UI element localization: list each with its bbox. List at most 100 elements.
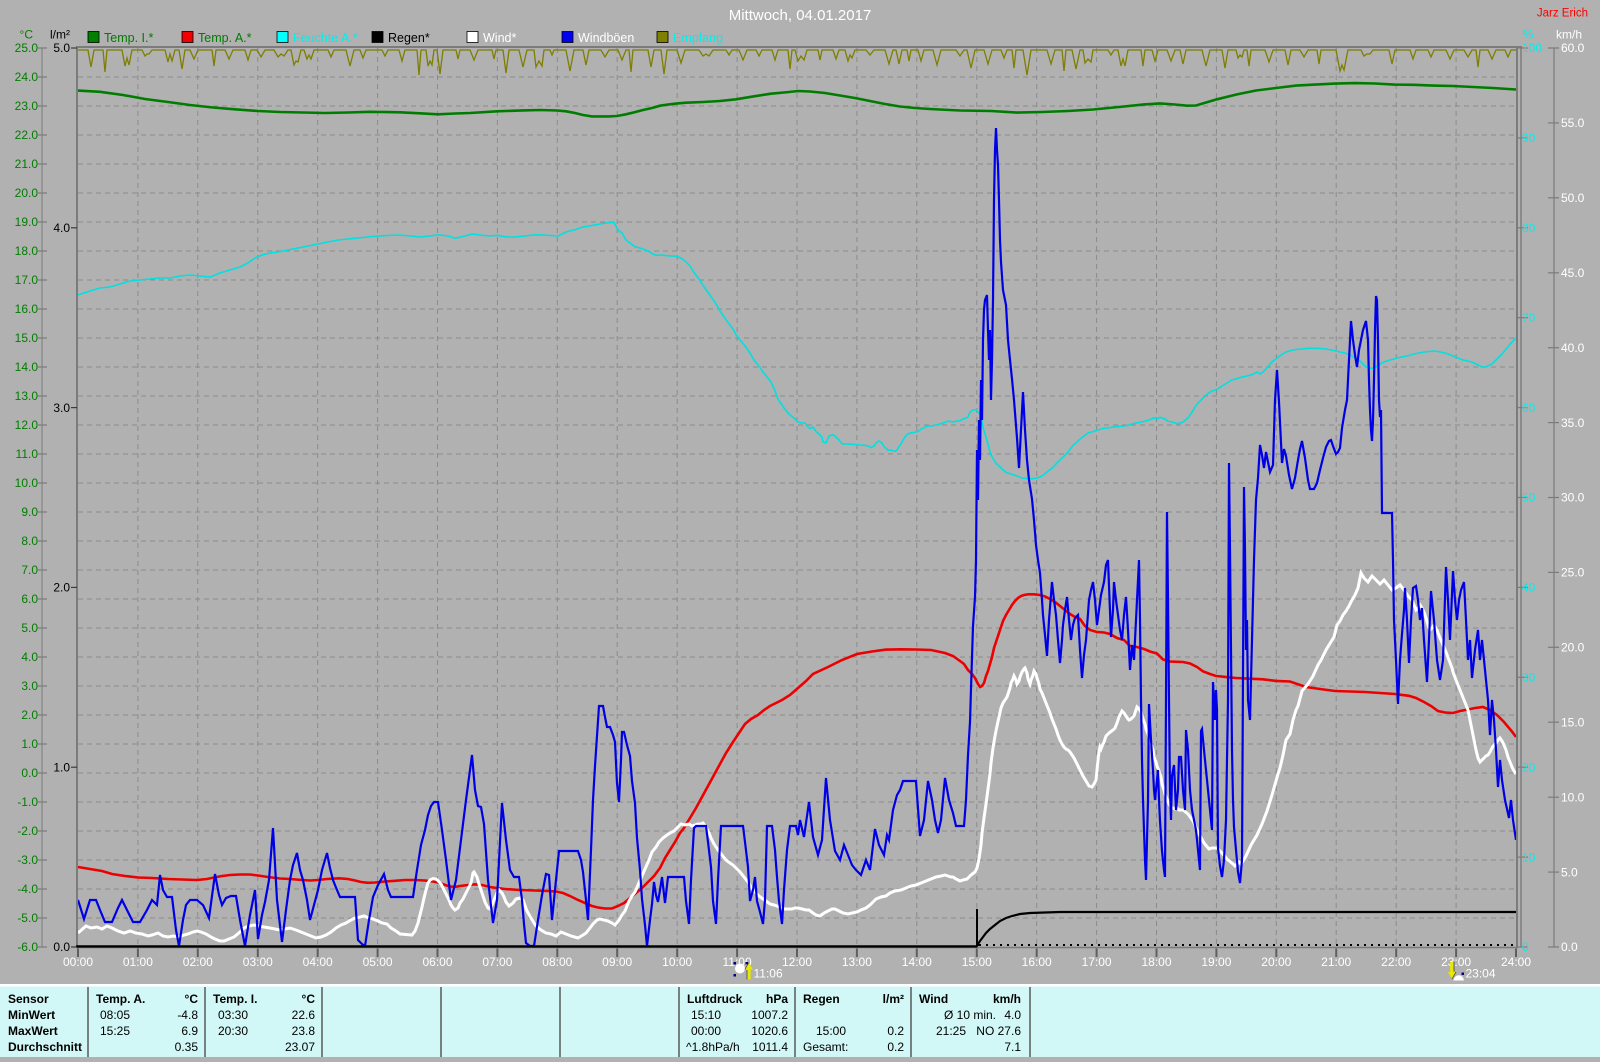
svg-text:13:00: 13:00 xyxy=(842,955,872,969)
svg-text:MaxWert: MaxWert xyxy=(8,1024,58,1038)
svg-text:12.0: 12.0 xyxy=(15,418,39,432)
svg-text:20.0: 20.0 xyxy=(15,186,39,200)
svg-text:Temp. A.*: Temp. A.* xyxy=(198,31,252,45)
svg-text:2.0: 2.0 xyxy=(53,581,70,595)
svg-text:30: 30 xyxy=(1522,671,1536,685)
svg-text:24:00: 24:00 xyxy=(1501,955,1531,969)
svg-text:0.35: 0.35 xyxy=(175,1040,199,1054)
svg-text:55.0: 55.0 xyxy=(1561,116,1585,130)
svg-text:3.0: 3.0 xyxy=(53,401,70,415)
svg-text:0.2: 0.2 xyxy=(887,1040,904,1054)
svg-text:16:00: 16:00 xyxy=(1022,955,1052,969)
svg-text:23:00: 23:00 xyxy=(1441,955,1471,969)
svg-text:07:00: 07:00 xyxy=(482,955,512,969)
svg-text:Windböen: Windböen xyxy=(578,31,634,45)
svg-text:12:00: 12:00 xyxy=(782,955,812,969)
svg-text:-4.8: -4.8 xyxy=(177,1008,198,1022)
svg-text:15:10: 15:10 xyxy=(691,1008,721,1022)
svg-text:25.0: 25.0 xyxy=(1561,566,1585,580)
svg-text:18:00: 18:00 xyxy=(1141,955,1171,969)
svg-text:11:00: 11:00 xyxy=(723,955,752,969)
svg-text:20.0: 20.0 xyxy=(1561,641,1585,655)
svg-text:05:00: 05:00 xyxy=(363,955,393,969)
svg-text:km/h: km/h xyxy=(993,992,1021,1006)
svg-text:60.0: 60.0 xyxy=(1561,41,1585,55)
svg-text:70: 70 xyxy=(1522,311,1536,325)
svg-text:18.0: 18.0 xyxy=(15,244,39,258)
svg-text:10.0: 10.0 xyxy=(1561,790,1585,804)
svg-text:Temp. I.*: Temp. I.* xyxy=(104,31,153,45)
svg-text:24.0: 24.0 xyxy=(15,70,39,84)
svg-text:0.0: 0.0 xyxy=(1561,940,1578,954)
svg-text:Gesamt:: Gesamt: xyxy=(803,1040,848,1054)
svg-text:15.0: 15.0 xyxy=(15,331,39,345)
svg-text:6.0: 6.0 xyxy=(21,592,38,606)
svg-text:Regen*: Regen* xyxy=(388,31,430,45)
svg-text:5.0: 5.0 xyxy=(53,41,70,55)
svg-text:21:00: 21:00 xyxy=(1321,955,1351,969)
svg-text:04:00: 04:00 xyxy=(303,955,333,969)
svg-text:2.0: 2.0 xyxy=(21,708,38,722)
svg-text:100: 100 xyxy=(1522,41,1542,55)
svg-text:50.0: 50.0 xyxy=(1561,191,1585,205)
svg-text:16.0: 16.0 xyxy=(15,302,39,316)
svg-text:1.0: 1.0 xyxy=(21,737,38,751)
svg-text:40.0: 40.0 xyxy=(1561,341,1585,355)
svg-text:15:00: 15:00 xyxy=(962,955,992,969)
svg-text:Temp. A.: Temp. A. xyxy=(96,992,145,1006)
svg-text:°C: °C xyxy=(302,992,316,1006)
svg-text:08:05: 08:05 xyxy=(100,1008,130,1022)
svg-text:23.07: 23.07 xyxy=(285,1040,315,1054)
svg-text:1.0: 1.0 xyxy=(53,760,70,774)
svg-text:°C: °C xyxy=(185,992,199,1006)
svg-text:15:00: 15:00 xyxy=(816,1024,846,1038)
svg-text:35.0: 35.0 xyxy=(1561,416,1585,430)
svg-text:08:00: 08:00 xyxy=(542,955,572,969)
svg-text:Mittwoch, 04.01.2017: Mittwoch, 04.01.2017 xyxy=(729,7,872,24)
svg-text:°C: °C xyxy=(20,28,34,42)
svg-text:Jarz Erich: Jarz Erich xyxy=(1537,8,1588,20)
svg-text:5.0: 5.0 xyxy=(1561,865,1578,879)
svg-text:15.0: 15.0 xyxy=(1561,716,1585,730)
svg-text:Wind*: Wind* xyxy=(483,31,516,45)
svg-text:80: 80 xyxy=(1522,221,1536,235)
svg-text:Feuchte A.*: Feuchte A.* xyxy=(293,31,358,45)
svg-text:Ø 10 min.: Ø 10 min. xyxy=(944,1008,996,1022)
svg-text:11:06: 11:06 xyxy=(754,967,783,981)
svg-text:4.0: 4.0 xyxy=(53,221,70,235)
svg-text:22:00: 22:00 xyxy=(1381,955,1411,969)
svg-text:11.0: 11.0 xyxy=(16,447,39,461)
svg-text:Temp. I.: Temp. I. xyxy=(213,992,257,1006)
svg-text:6.9: 6.9 xyxy=(181,1024,198,1038)
svg-text:4.0: 4.0 xyxy=(21,650,38,664)
svg-text:60: 60 xyxy=(1522,401,1536,415)
svg-text:-1.0: -1.0 xyxy=(17,795,38,809)
svg-text:10: 10 xyxy=(1522,850,1536,864)
svg-text:10.0: 10.0 xyxy=(15,476,39,490)
svg-text:21.0: 21.0 xyxy=(15,157,39,171)
svg-text:15:25: 15:25 xyxy=(100,1024,130,1038)
svg-text:0.0: 0.0 xyxy=(21,766,38,780)
svg-text:14.0: 14.0 xyxy=(15,360,39,374)
svg-text:50: 50 xyxy=(1522,491,1536,505)
svg-text:09:00: 09:00 xyxy=(602,955,632,969)
svg-text:Durchschnitt: Durchschnitt xyxy=(8,1040,82,1054)
svg-text:-5.0: -5.0 xyxy=(17,911,38,925)
svg-text:0.0: 0.0 xyxy=(53,940,70,954)
svg-text:23:04: 23:04 xyxy=(1466,967,1496,981)
svg-text:-3.0: -3.0 xyxy=(17,853,38,867)
svg-text:5.0: 5.0 xyxy=(21,621,38,635)
svg-text:Wind: Wind xyxy=(919,992,948,1006)
svg-text:7.1: 7.1 xyxy=(1004,1040,1021,1054)
svg-text:1007.2: 1007.2 xyxy=(751,1008,788,1022)
svg-text:Luftdruck: Luftdruck xyxy=(687,992,743,1006)
svg-text:90: 90 xyxy=(1522,131,1536,145)
svg-text:20:00: 20:00 xyxy=(1261,955,1291,969)
svg-text:9.0: 9.0 xyxy=(21,505,38,519)
svg-text:Empfang: Empfang xyxy=(673,31,723,45)
svg-text:20: 20 xyxy=(1522,760,1536,774)
svg-text:17.0: 17.0 xyxy=(15,273,39,287)
svg-text:19:00: 19:00 xyxy=(1201,955,1231,969)
svg-text:-2.0: -2.0 xyxy=(17,824,38,838)
svg-text:hPa: hPa xyxy=(766,992,788,1006)
